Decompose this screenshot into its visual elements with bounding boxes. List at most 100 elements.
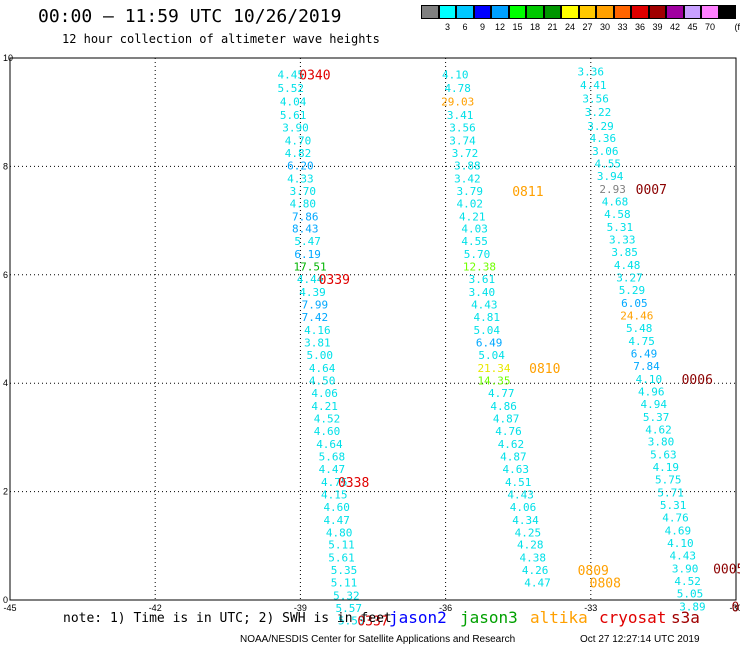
wave-height-label: 7.86 [292,210,319,223]
wave-height-label: 5.55 [338,615,365,628]
time-label: 0007 [636,183,667,198]
wave-height-label: 3.85 [611,246,638,259]
wave-height-label: 3.81 [304,337,331,350]
x-tick-label: -39 [294,603,307,613]
colorbar-label: 9 [479,22,485,32]
wave-height-label: 3.56 [449,121,476,134]
colorbar-label: 27 [582,22,593,32]
wave-height-label: 5.29 [619,284,646,297]
wave-height-label: 4.10 [636,373,663,386]
colorbar-label: 18 [529,22,540,32]
time-label: 0337 [357,615,388,630]
colorbar-label: 3 [444,22,450,32]
wave-height-label: 4.77 [488,387,515,400]
time-label: 0006 [682,373,713,388]
wave-height-label: 4.64 [316,438,343,451]
wave-height-label: 4.33 [287,172,314,185]
wave-height-label: 7.99 [302,299,329,312]
wave-height-label: 2.93 [599,183,626,196]
wave-height-label: 4.19 [653,461,680,474]
y-tick-label: 0 [3,595,8,605]
wave-height-label: 5.75 [655,474,682,487]
wave-height-label: 4.16 [304,324,331,337]
wave-height-label: 5.61 [328,552,355,565]
time-label: 0340 [299,68,330,83]
wave-height-label: 4.52 [674,575,701,588]
wave-height-label: 5.70 [464,248,491,261]
colorbar-swatch [596,5,614,19]
wave-height-label: 4.78 [444,82,471,95]
wave-height-label: 4.69 [665,525,692,538]
wave-height-label: 4.55 [594,158,621,171]
wave-height-label: 14.35 [477,374,510,387]
wave-height-label: 5.04 [473,324,500,337]
wave-height-label: 4.94 [640,398,667,411]
wave-height-label: 3.40 [469,286,496,299]
wave-height-label: 4.82 [285,147,312,160]
colorbar-label: 70 [704,22,715,32]
mission-label-jason3: jason3 [460,608,518,627]
wave-height-label: 24.46 [620,309,653,322]
wave-height-label: 5.11 [328,539,355,552]
wave-height-label: 5.32 [333,590,360,603]
wave-height-label: 3.80 [648,436,675,449]
wave-height-label: 5.63 [650,449,677,462]
mission-label-jason2: jason2 [389,608,447,627]
wave-height-label: 4.10 [667,537,694,550]
wave-height-label: 3.33 [609,234,636,247]
wave-height-label: 17.51 [294,261,327,274]
wave-height-label: 6.19 [294,248,321,261]
colorbar-swatch [631,5,649,19]
colorbar-label: 15 [512,22,523,32]
y-tick-label: 4 [3,378,8,388]
x-tick-label: -36 [439,603,452,613]
wave-height-label: 5.37 [643,411,670,424]
wave-height-label: 4.47 [323,514,350,527]
wave-height-label: 3.56 [582,93,609,106]
wave-height-label: 5.11 [331,577,358,590]
wave-height-label: 5.52 [277,82,304,95]
colorbar-swatch [438,5,456,19]
colorbar-swatch [718,5,736,19]
colorbar-swatch [526,5,544,19]
wave-height-label: 4.76 [662,512,689,525]
colorbar-label: 6 [462,22,468,32]
wave-height-label: 4.60 [323,501,350,514]
wave-height-label: 4.26 [522,564,549,577]
wave-height-label: 4.75 [628,335,655,348]
plot-frame [9,57,737,601]
time-label: 0808 [590,577,621,592]
colorbar-swatch [543,5,561,19]
colorbar-label: 36 [634,22,645,32]
wave-height-label: 5.48 [626,322,653,335]
wave-height-label: 5.47 [294,235,321,248]
wave-height-label: 4.21 [459,210,486,223]
wave-height-label: 12.38 [463,261,496,274]
wave-height-label: 4.76 [495,425,522,438]
mission-label-cryosat: cryosat [599,608,667,627]
x-tick-label: -45 [3,603,16,613]
wave-height-label: 4.68 [602,196,629,209]
wave-height-label: 4.04 [280,95,307,108]
wave-height-label: 29.03 [441,95,474,108]
wave-height-label: 3.88 [454,159,481,172]
y-tick-label: 8 [3,161,8,171]
wave-height-label: 5.57 [336,602,363,615]
colorbar-swatch [578,5,596,19]
wave-height-label: 4.39 [299,286,326,299]
colorbar-label: 45 [687,22,698,32]
wave-height-label: 4.96 [638,385,665,398]
wave-height-label: 4.87 [493,412,520,425]
wave-height-label: 5.31 [660,499,687,512]
wave-height-label: 4.64 [309,362,336,375]
colorbar-swatch [508,5,526,19]
wave-height-label: 4.21 [311,400,338,413]
wave-height-label: 4.80 [326,526,353,539]
wave-height-label: 4.70 [285,134,312,147]
wave-height-label: 4.43 [507,488,534,501]
wave-height-label: 3.74 [449,134,476,147]
wave-height-label: 4.58 [604,208,631,221]
x-tick-label: -42 [149,603,162,613]
wave-height-label: 4.47 [319,463,346,476]
